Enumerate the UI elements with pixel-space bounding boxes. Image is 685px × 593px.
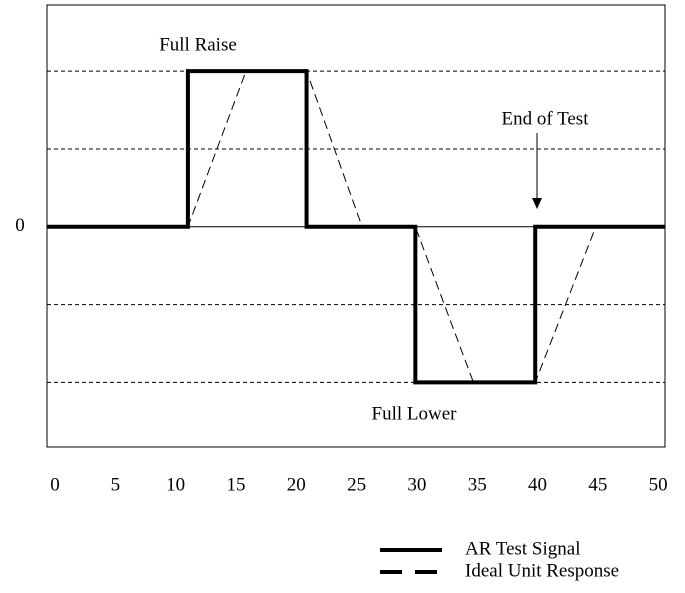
x-tick-label: 35 [468, 474, 487, 495]
x-tick-label: 45 [588, 474, 607, 495]
annotation: End of Test [502, 108, 590, 129]
x-tick-label: 10 [166, 474, 185, 495]
x-tick-label: 0 [50, 474, 60, 495]
x-tick-label: 15 [226, 474, 245, 495]
x-tick-label: 25 [347, 474, 366, 495]
x-tick-label: 50 [649, 474, 668, 495]
x-tick-label: 5 [111, 474, 121, 495]
series-line [47, 70, 665, 383]
series-line [47, 69, 665, 385]
x-tick-label: 40 [528, 474, 547, 495]
annotation: Full Raise [159, 34, 237, 55]
x-tick-label: 30 [407, 474, 426, 495]
legend-label: AR Test Signal [465, 538, 581, 559]
x-tick-label: 20 [287, 474, 306, 495]
annotation: Full Lower [372, 403, 458, 424]
arrow-head [532, 198, 542, 209]
legend-label: Ideal Unit Response [465, 560, 619, 581]
y-tick-label: 0 [15, 215, 25, 236]
